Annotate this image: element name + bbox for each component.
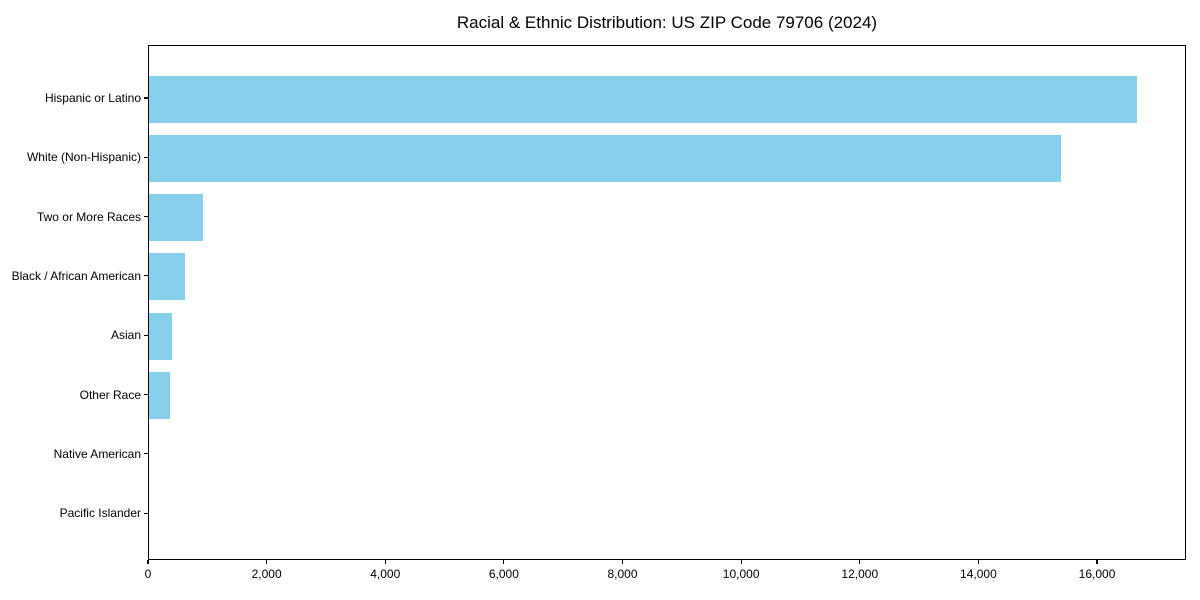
- bar-white-non-hispanic: [149, 134, 1062, 182]
- y-tick-label-native-american: Native American: [53, 446, 141, 461]
- x-tick-label: 4,000: [370, 567, 401, 581]
- plot-area: [148, 45, 1186, 560]
- y-tick-label-hispanic-or-latino: Hispanic or Latino: [44, 91, 141, 105]
- y-tick-mark: [144, 334, 148, 336]
- bar-other-race: [149, 372, 171, 419]
- x-tick-label: 12,000: [841, 567, 879, 581]
- bar-hispanic-or-latino: [149, 75, 1138, 123]
- y-tick-label-other-race: Other Race: [79, 387, 141, 402]
- x-tick-mark: [384, 560, 386, 564]
- bar-asian: [149, 312, 172, 360]
- x-tick-label: 6,000: [488, 567, 519, 581]
- x-tick-mark: [740, 560, 742, 564]
- y-tick-mark: [144, 453, 148, 455]
- y-tick-label-black-african-american: Black / African American: [11, 268, 141, 283]
- y-tick-mark: [144, 216, 148, 218]
- x-tick-label: 10,000: [722, 567, 760, 581]
- x-tick-label: 16,000: [1078, 567, 1116, 581]
- y-tick-mark: [144, 393, 148, 396]
- x-tick-label: 8,000: [607, 567, 638, 581]
- y-tick-mark: [144, 156, 148, 158]
- x-tick-label: 0: [144, 567, 152, 581]
- bar-black-african-american: [149, 253, 186, 301]
- x-tick-mark: [1096, 560, 1098, 564]
- x-tick-mark: [859, 560, 861, 564]
- x-tick-mark: [977, 560, 979, 564]
- chart-title: Racial & Ethnic Distribution: US ZIP Cod…: [456, 13, 878, 32]
- bar-two-or-more-races: [149, 194, 203, 242]
- x-tick-mark: [266, 560, 268, 564]
- y-tick-label-white-non-hispanic: White (Non-Hispanic): [26, 150, 141, 165]
- y-tick-mark: [144, 97, 148, 99]
- x-tick-mark: [621, 560, 624, 564]
- x-tick-mark: [147, 560, 149, 564]
- y-tick-mark: [144, 512, 148, 514]
- x-tick-mark: [503, 560, 505, 564]
- x-tick-label: 14,000: [960, 567, 997, 581]
- y-tick-mark: [144, 275, 148, 277]
- y-tick-label-asian: Asian: [110, 328, 141, 343]
- x-tick-label: 2,000: [251, 567, 282, 581]
- y-tick-label-two-or-more-races: Two or More Races: [36, 209, 141, 224]
- y-tick-label-pacific-islander: Pacific Islander: [59, 506, 141, 521]
